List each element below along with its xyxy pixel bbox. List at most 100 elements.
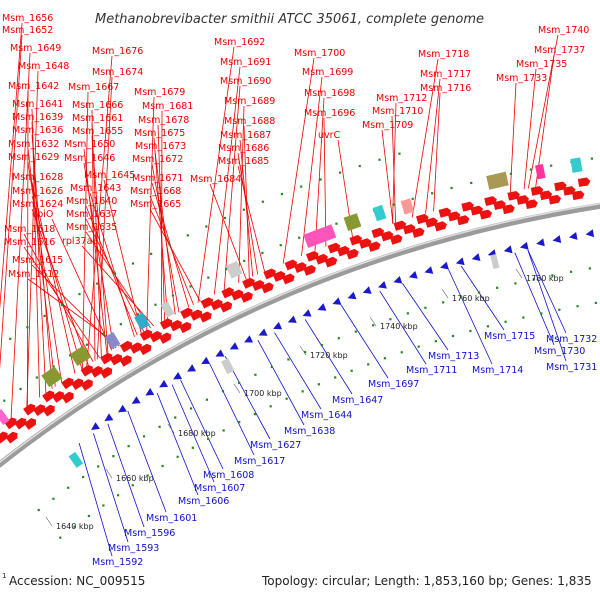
tick-dot	[191, 446, 194, 449]
forward-label-msm-1618: Msm_1618	[4, 224, 55, 235]
tick-dot	[3, 399, 6, 402]
forward-label-msm-1692: Msm_1692	[214, 37, 265, 48]
connector-line	[209, 363, 255, 456]
reverse-gene-arrow	[585, 229, 595, 238]
tick-dot	[102, 504, 105, 507]
tick-dot	[383, 357, 387, 360]
forward-gene-arrow	[367, 241, 381, 252]
forward-gene-arrow	[284, 259, 298, 271]
tick-dot	[96, 282, 99, 285]
reverse-label-msm-1730: Msm_1730	[534, 346, 585, 357]
tick-dot	[68, 354, 72, 357]
tick-dot	[400, 351, 403, 354]
reverse-label-msm-1732: Msm_1732	[546, 334, 597, 345]
forward-gene-arrow	[380, 230, 394, 242]
feature-box	[400, 198, 415, 215]
reverse-label-msm-1714: Msm_1714	[472, 365, 523, 376]
tick-dot	[87, 514, 91, 518]
reverse-label-msm-1617: Msm_1617	[234, 456, 285, 467]
forward-gene-arrow	[389, 234, 403, 245]
connector-line	[243, 125, 250, 279]
connector-line	[31, 195, 83, 370]
tick-dot	[253, 413, 256, 416]
forward-label-msm-1690: Msm_1690	[220, 76, 271, 87]
tick-dot	[504, 320, 507, 323]
forward-label-msm-1676: Msm_1676	[92, 46, 143, 57]
tick-dot	[142, 435, 146, 438]
forward-gene-arrow	[199, 311, 212, 323]
feature-box	[160, 301, 175, 318]
tick-label-1640-kbp: 1640 kbp	[56, 522, 94, 531]
connector-line	[31, 181, 76, 374]
reverse-gene-arrow	[424, 266, 434, 274]
connector-line	[411, 58, 439, 218]
footer-superscript: 1	[2, 572, 6, 580]
tick-dot	[569, 270, 573, 273]
connector-line	[10, 52, 31, 418]
connector-line	[301, 76, 323, 257]
forward-gene-arrow	[371, 227, 385, 239]
connector-line	[448, 269, 493, 365]
tick-dot	[558, 308, 561, 311]
connector-line	[433, 92, 441, 212]
forward-gene-arrow	[200, 297, 214, 309]
forward-gene-arrow	[303, 264, 316, 276]
tick-dot	[319, 178, 322, 181]
tick-label-1660-kbp: 1660 kbp	[116, 474, 154, 483]
connector-line	[237, 165, 265, 272]
tick-dot	[207, 437, 210, 441]
connector-line	[85, 231, 151, 329]
tick-mark	[233, 383, 241, 394]
forward-label-msm-1650: Msm_1650	[64, 139, 115, 150]
forward-label-msm-1667: Msm_1667	[68, 82, 119, 93]
forward-label-msm-1626: Msm_1626	[12, 186, 63, 197]
forward-gene-arrow	[80, 365, 93, 377]
forward-label-msm-1681: Msm_1681	[142, 101, 193, 112]
tick-dot	[279, 244, 282, 247]
connector-line	[31, 208, 89, 366]
tick-dot	[320, 343, 323, 347]
tick-dot	[174, 416, 177, 419]
feature-box	[372, 204, 387, 222]
forward-label-msm-1735: Msm_1735	[516, 59, 567, 70]
forward-gene-arrow	[479, 209, 493, 220]
tick-dot	[442, 301, 445, 304]
forward-label-msm-1733: Msm_1733	[496, 73, 547, 84]
reverse-gene-arrow	[131, 396, 141, 404]
forward-gene-arrow	[0, 431, 8, 444]
tick-dot	[451, 334, 455, 338]
forward-gene-arrow	[349, 235, 363, 246]
forward-label-msm-1665: Msm_1665	[130, 199, 181, 210]
connector-line	[31, 264, 117, 349]
forward-gene-arrow	[169, 320, 182, 332]
connector-line	[31, 134, 53, 389]
tick-dot	[127, 445, 130, 448]
forward-label-msm-1685: Msm_1685	[218, 156, 269, 167]
tick-dot	[37, 508, 40, 512]
tick-dot	[158, 425, 161, 428]
connector-line	[103, 179, 142, 334]
forward-gene-arrow	[425, 217, 438, 228]
reverse-gene-arrow	[519, 241, 529, 250]
tick-dot	[417, 345, 420, 348]
feature-box	[220, 358, 235, 375]
forward-label-msm-1666: Msm_1666	[72, 100, 123, 111]
forward-label-msm-1642: Msm_1642	[8, 81, 59, 92]
reverse-gene-arrow	[317, 303, 327, 311]
connector-line	[340, 304, 389, 379]
reverse-label-msm-1731: Msm_1731	[546, 362, 597, 373]
forward-gene-arrow	[4, 417, 17, 430]
genome-track	[0, 202, 600, 468]
reverse-gene-arrow	[503, 245, 513, 254]
tick-dot	[131, 262, 135, 265]
reverse-label-msm-1606: Msm_1606	[178, 496, 229, 507]
forward-label-msm-1674: Msm_1674	[92, 67, 143, 78]
reverse-gene-arrow	[145, 388, 155, 396]
connector-line	[282, 57, 315, 264]
forward-gene-arrow	[411, 227, 425, 238]
forward-gene-arrow	[548, 194, 562, 205]
forward-gene-arrow	[51, 391, 64, 403]
forward-gene-arrow	[577, 177, 591, 187]
forward-label-msm-1615: Msm_1615	[12, 255, 63, 266]
